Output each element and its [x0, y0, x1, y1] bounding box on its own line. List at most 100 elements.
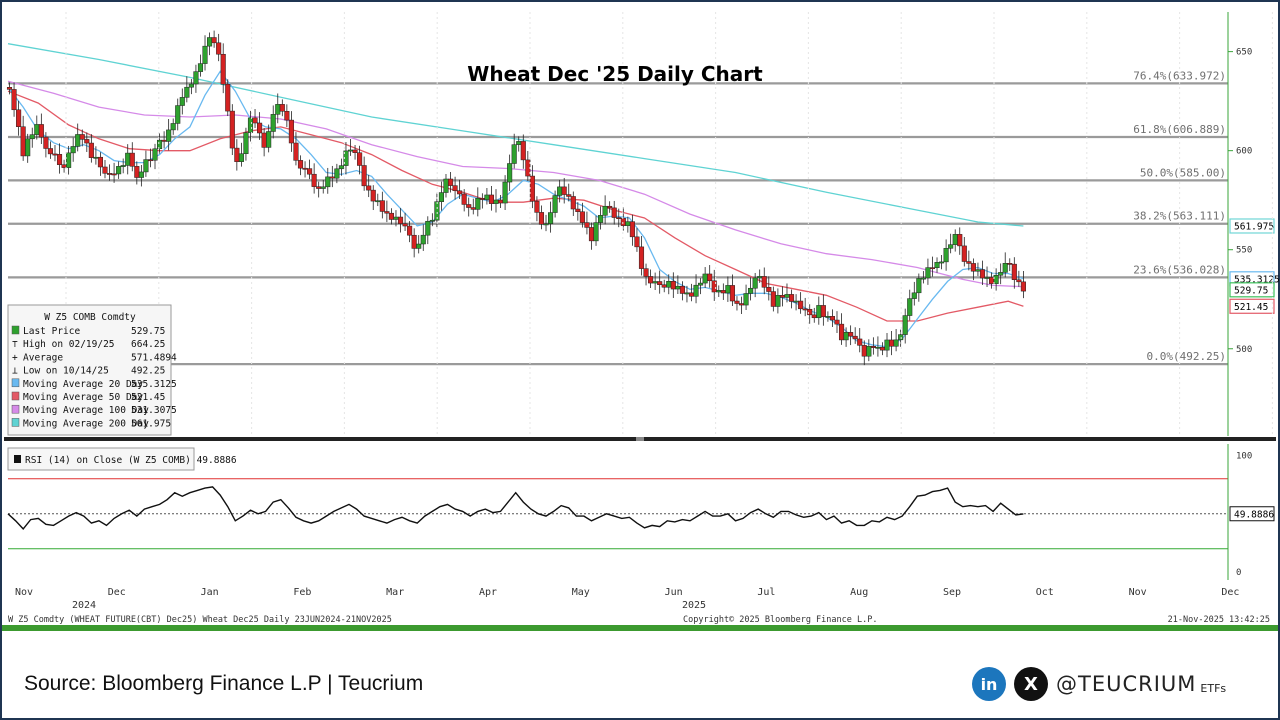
candle-body — [611, 207, 617, 218]
price-tick-label: 550 — [1236, 246, 1252, 256]
candle-body — [247, 117, 254, 133]
high-marker-icon: ⊤ — [12, 339, 18, 350]
candle-body — [675, 285, 681, 290]
candle-body — [593, 222, 599, 242]
candle-body — [438, 192, 444, 202]
candle-body — [279, 104, 285, 112]
candle-body — [879, 346, 886, 351]
candle-body — [270, 114, 276, 132]
candle-body — [575, 208, 581, 212]
cyan-square-icon — [11, 418, 20, 427]
price-tag-label: 529.75 — [1234, 285, 1268, 296]
candle-body — [793, 300, 799, 303]
legend-row-value: 492.25 — [131, 366, 165, 377]
axis-layer: 650600550500561.975535.3125529.75521.451… — [2, 12, 1280, 631]
candle-body — [25, 138, 31, 157]
candle-body — [234, 147, 240, 162]
candle-body — [966, 261, 972, 264]
legend-header: W Z5 COMB Comdty — [44, 312, 136, 323]
candle-body — [889, 339, 895, 347]
candle-body — [470, 207, 476, 210]
rsi-legend-label: RSI (14) on Close (W Z5 COMB) 49.8886 — [25, 455, 237, 466]
x-icon[interactable]: X — [1014, 667, 1048, 701]
candle-body — [56, 154, 63, 165]
legend-background — [7, 304, 172, 436]
candle-body — [638, 246, 645, 269]
candle-body — [548, 212, 554, 225]
candle-body — [179, 97, 185, 106]
candle-body — [361, 165, 367, 187]
price-panel: 76.4%(633.972) 61.8%(606.889) 50.0%(585.00… — [6, 30, 1228, 366]
month-label: Jan — [201, 587, 219, 598]
legend-row-value: 664.25 — [131, 339, 165, 350]
candle-body — [216, 42, 222, 55]
candle-body — [207, 37, 213, 47]
candle-body — [907, 298, 913, 316]
candle-body — [120, 165, 126, 167]
candle-body — [16, 109, 22, 127]
month-label: Jun — [665, 587, 683, 598]
legend-row-value: 531.3075 — [131, 405, 177, 416]
red-square-icon — [11, 391, 20, 401]
candle-body — [88, 142, 94, 158]
candle-body — [407, 225, 413, 236]
candle-body — [825, 316, 831, 318]
candle-body — [925, 267, 931, 279]
candle-body — [984, 277, 990, 279]
teucrium-handle[interactable]: @TEUCRIUM — [1056, 672, 1197, 696]
candle-body — [252, 117, 258, 124]
violet-square-icon — [11, 404, 20, 414]
fib-label: 61.8%(606.889) — [1133, 123, 1226, 136]
candle-body — [388, 212, 394, 220]
month-label: Apr — [479, 587, 497, 598]
candle-body — [875, 346, 881, 349]
price-tag-label: 521.45 — [1234, 302, 1268, 313]
candle-body — [447, 178, 454, 186]
candle-body — [393, 216, 399, 220]
fib-label: 50.0%(585.00) — [1140, 166, 1226, 179]
rsi-tag-box — [1229, 506, 1275, 522]
candle-body — [743, 293, 749, 306]
candle-body — [347, 149, 354, 152]
candle-body — [616, 217, 622, 219]
candle-body — [325, 176, 331, 188]
candle-body — [870, 345, 876, 348]
candle-body — [625, 221, 631, 226]
rsi-legend-background — [7, 447, 195, 471]
candle-body — [729, 285, 735, 302]
fib-label: 23.6%(536.028) — [1133, 263, 1226, 276]
candle-body — [379, 200, 385, 212]
legend-row-label: High on 02/19/25 — [23, 339, 115, 350]
candle-body — [11, 89, 17, 111]
candle-body — [170, 123, 176, 131]
price-tag-box — [1229, 298, 1275, 314]
candle-body — [166, 129, 172, 142]
linkedin-icon[interactable]: in — [972, 667, 1006, 701]
candle-body — [511, 144, 517, 164]
candle-body — [116, 166, 122, 175]
legend-row-label: Low on 10/14/25 — [23, 366, 109, 377]
legend-row-label: Last Price — [23, 326, 80, 337]
candle-body — [238, 153, 244, 162]
rsi-tick-label: 100 — [1236, 451, 1252, 461]
candle-body — [106, 173, 113, 175]
legend-row-label: Moving Average 50 Day — [23, 392, 143, 403]
fib-label: 0.0%(492.25) — [1147, 350, 1226, 363]
rsi-panel — [7, 478, 1228, 550]
candle-body — [193, 71, 199, 85]
candle-body — [102, 166, 108, 174]
candle-body — [943, 248, 949, 263]
candle-body — [911, 292, 917, 299]
candle-body — [320, 186, 326, 189]
month-label: Dec — [108, 587, 126, 598]
candle-body — [829, 316, 835, 321]
rsi-line — [7, 486, 1024, 530]
candle-body — [338, 165, 344, 170]
fib-label: 76.4%(633.972) — [1133, 69, 1226, 82]
candle-body — [643, 268, 649, 277]
candle-body — [143, 159, 149, 173]
candle-body — [998, 272, 1004, 276]
candle-body — [529, 175, 535, 202]
candle-body — [570, 196, 576, 210]
legend-row-label: Moving Average 200 Day — [23, 418, 149, 429]
